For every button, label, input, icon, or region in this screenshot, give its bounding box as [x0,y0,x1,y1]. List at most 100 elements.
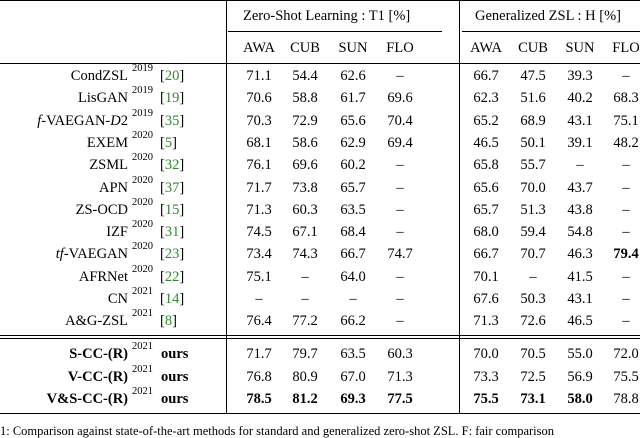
zsl-cell-sun: 68.4 [340,224,366,241]
gzsl-cell-awa: 71.3 [473,313,499,330]
vertical-rule-mid [459,0,460,414]
group-header-gzsl: Generalized ZSL : H [%] [475,8,622,24]
zsl-cell-awa: 71.1 [246,68,272,84]
zsl-cell-cub: 73.8 [292,179,318,196]
zsl-cell-cub: 72.9 [292,112,318,129]
method-name: CondZSL [70,68,128,84]
zsl-cell-sun: 66.7 [340,246,366,263]
zsl-cell-cub: 77.2 [292,313,318,330]
gzsl-cell-flo: – [622,157,630,174]
zsl-cell-cub: 67.1 [292,224,318,241]
gzsl-cell-awa: 65.6 [473,179,499,196]
gzsl-cell-awa: 75.5 [473,391,499,407]
reference-link: [20] [160,68,185,84]
zsl-cell-awa: – [255,291,263,307]
zsl-cell-awa: 73.4 [246,246,272,263]
year-superscript: 2021 [132,341,153,352]
reference-number: 22 [164,268,180,285]
zsl-cell-flo: 77.5 [387,391,413,407]
column-header-zsl-awa: AWA [243,40,275,56]
reference-number: 19 [164,90,180,107]
zsl-cell-awa: 76.8 [246,368,272,385]
section-rule-b [0,338,640,339]
column-header-gzsl-cub: CUB [518,40,548,56]
method-name: ZS-OCD [75,201,128,218]
reference-number: 31 [164,224,180,241]
method-name: IZF [106,224,128,241]
gzsl-cell-awa: 68.0 [473,224,499,241]
zsl-cell-flo: – [396,179,404,196]
gzsl-cell-sun: 56.9 [567,368,593,385]
gzsl-cell-sun: 41.5 [567,268,593,285]
gzsl-cell-awa: 65.8 [473,157,499,174]
zsl-cell-awa: 78.5 [246,391,272,407]
ours-label: ours [161,346,189,362]
gzsl-cell-cub: 70.0 [520,179,546,196]
method-name: f-VAEGAN-D2 [37,112,128,129]
method-name: LisGAN [78,90,128,107]
gzsl-cell-sun: 43.1 [567,291,593,307]
zsl-cell-sun: – [349,291,357,307]
vertical-rule-left [226,0,227,414]
method-name: EXEM [86,134,128,151]
year-superscript: 2021 [132,308,153,320]
gzsl-cell-cub: 55.7 [520,157,546,174]
gzsl-cell-flo: 78.8 [613,391,639,407]
reference-number: 23 [164,246,180,263]
column-header-gzsl-flo: FLO [612,40,640,56]
reference-number: 37 [164,179,180,196]
gzsl-cell-awa: 66.7 [473,246,499,263]
zsl-cell-flo: – [396,157,404,174]
gzsl-cell-flo: – [622,201,630,218]
zsl-cell-sun: 62.9 [340,134,366,151]
gzsl-cell-flo: – [622,268,630,285]
zsl-cell-sun: 65.7 [340,179,366,196]
year-superscript: 2021 [132,363,153,375]
zsl-cell-awa: 76.4 [246,313,272,330]
gzsl-cell-awa: 66.7 [473,68,499,84]
reference-link: [19] [160,90,185,107]
gzsl-cell-sun: 43.8 [567,201,593,218]
zsl-cell-awa: 71.3 [246,201,272,218]
gzsl-cell-sun: 43.7 [567,179,593,196]
year-superscript: 2019 [132,63,153,74]
group-rule-gzsl [462,31,640,32]
reference-link: [37] [160,179,185,196]
reference-number: 14 [164,291,180,307]
zsl-cell-cub: 81.2 [292,391,318,407]
gzsl-cell-awa: 73.3 [473,368,499,385]
column-header-gzsl-awa: AWA [470,40,502,56]
year-superscript: 2020 [132,263,153,275]
zsl-cell-awa: 76.1 [246,157,272,174]
method-name: CN [107,291,128,307]
gzsl-cell-sun: 55.0 [567,346,593,362]
gzsl-cell-cub: 51.3 [520,201,546,218]
method-name: tf-VAEGAN [55,246,128,263]
zsl-cell-flo: – [396,224,404,241]
reference-link: [32] [160,157,185,174]
method-name: ZSML [89,157,128,174]
gzsl-cell-cub: 50.3 [520,291,546,307]
gzsl-cell-awa: 67.6 [473,291,499,307]
gzsl-cell-awa: 65.2 [473,112,499,129]
gzsl-cell-flo: – [622,224,630,241]
gzsl-cell-cub: 72.5 [520,368,546,385]
gzsl-cell-sun: 46.5 [567,313,593,330]
gzsl-cell-sun: 39.3 [567,68,593,84]
zsl-cell-sun: 67.0 [340,368,366,385]
zsl-cell-flo: – [396,268,404,285]
zsl-cell-flo: 70.4 [387,112,413,129]
gzsl-cell-flo: 75.1 [613,112,639,129]
zsl-cell-awa: 75.1 [246,268,272,285]
gzsl-cell-cub: 72.6 [520,313,546,330]
gzsl-cell-awa: 46.5 [473,134,499,151]
method-name: S-CC-(R) [69,346,128,362]
table-caption: 1: Comparison against state-of-the-art m… [0,424,554,438]
zsl-cell-sun: 66.2 [340,313,366,330]
gzsl-cell-awa: 62.3 [473,90,499,107]
zsl-cell-cub: – [301,268,309,285]
gzsl-cell-cub: 51.6 [520,90,546,107]
year-superscript: 2020 [132,196,153,208]
gzsl-cell-flo: 68.3 [613,90,639,107]
zsl-cell-sun: 63.5 [340,201,366,218]
